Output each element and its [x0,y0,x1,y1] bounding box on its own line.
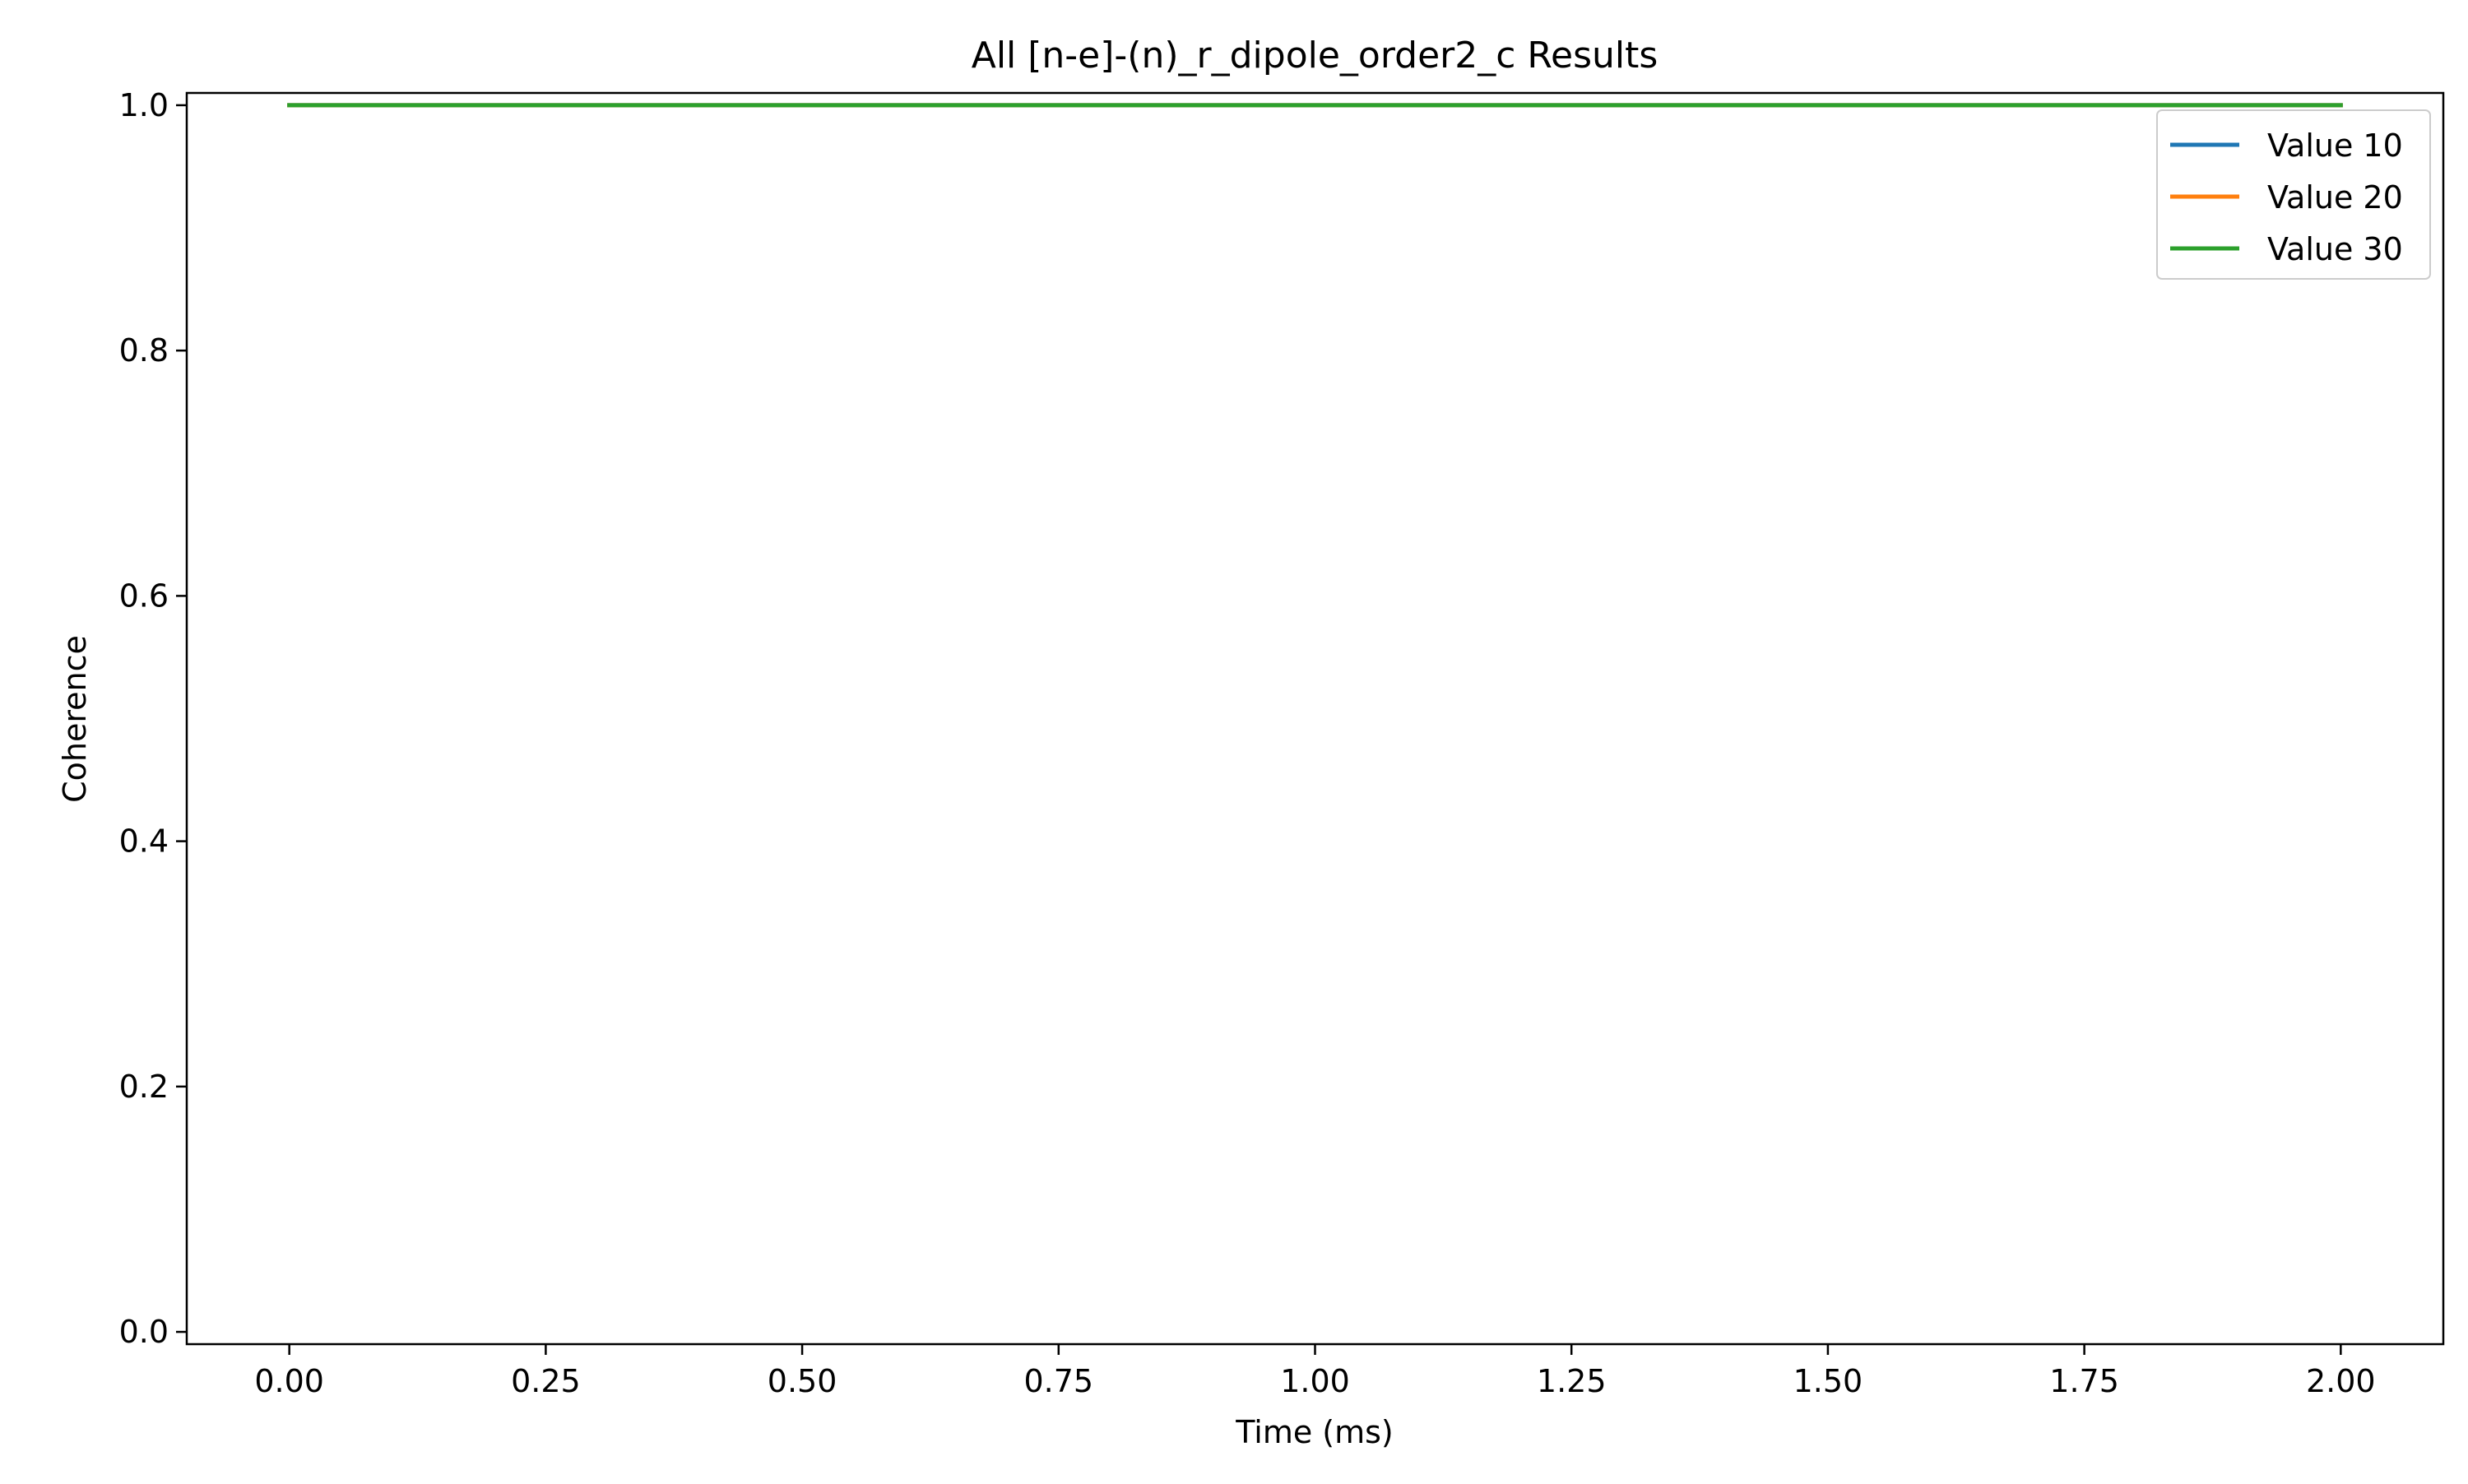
y-tick-label: 0.0 [119,1314,169,1350]
y-tick-label: 0.4 [119,823,169,860]
legend-label-1: Value 10 [2267,128,2403,164]
legend-box [2156,109,2431,280]
x-tick-label: 1.50 [1793,1363,1863,1399]
y-tick-label: 1.0 [119,87,169,123]
x-tick-label: 1.00 [1280,1363,1350,1399]
legend-label-3: Value 30 [2267,231,2403,267]
x-axis-label: Time (ms) [1235,1414,1394,1450]
x-tick-label: 0.50 [768,1363,837,1399]
y-axis-label: Coherence [57,635,93,803]
x-tick-label: 0.75 [1023,1363,1093,1399]
legend: Value 10 Value 20 Value 30 [2156,109,2431,280]
plot-frame [185,91,2445,1346]
x-tick-label: 2.00 [2306,1363,2376,1399]
chart-title: All [n-e]-(n)_r_dipole_order2_c Results [972,35,1658,77]
x-tick-label: 0.00 [254,1363,324,1399]
plot-area: 0.00 0.25 0.50 0.75 1.00 1.25 1.50 1.75 2.00 0.0 0… [119,87,2445,1399]
y-tick-label: 0.6 [119,577,169,614]
x-tick-label: 1.25 [1537,1363,1607,1399]
x-tick-label: 0.25 [511,1363,581,1399]
y-tick-label: 0.8 [119,332,169,369]
x-tick-label: 1.75 [2049,1363,2119,1399]
legend-label-2: Value 20 [2267,179,2403,216]
y-tick-label: 0.2 [119,1069,169,1105]
